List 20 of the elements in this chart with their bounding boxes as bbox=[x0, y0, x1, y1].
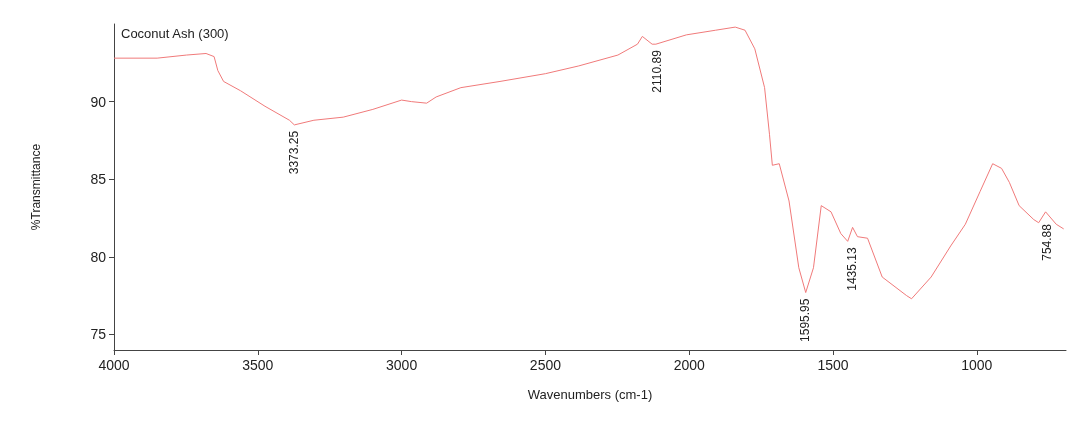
annotation: 1435.13 bbox=[844, 247, 859, 291]
y-tick-label: 80 bbox=[90, 248, 107, 265]
chart-title: Coconut Ash (300) bbox=[121, 26, 229, 41]
y-tick-label: 85 bbox=[90, 171, 107, 188]
y-tick-label: 90 bbox=[90, 93, 107, 110]
x-tick-label: 1000 bbox=[961, 357, 993, 373]
annotation: 2110.89 bbox=[650, 49, 665, 93]
line-series bbox=[113, 26, 1065, 300]
x-tick-label: 3000 bbox=[386, 357, 418, 373]
annotation: 1595.95 bbox=[798, 298, 813, 342]
x-tick-label: 3500 bbox=[242, 357, 274, 373]
x-tick-label: 2000 bbox=[673, 357, 706, 373]
x-tick-label: 4000 bbox=[98, 357, 130, 373]
x-axis-title: Wavenumbers (cm-1) bbox=[527, 387, 653, 402]
y-axis-title: %Transmittance bbox=[29, 143, 43, 231]
annotation: 3373.25 bbox=[287, 130, 302, 175]
x-tick-label: 1500 bbox=[817, 357, 849, 373]
annotation: 754.88 bbox=[1040, 223, 1055, 261]
x-tick-label: 2500 bbox=[529, 357, 562, 373]
y-tick-label: 75 bbox=[90, 326, 107, 343]
